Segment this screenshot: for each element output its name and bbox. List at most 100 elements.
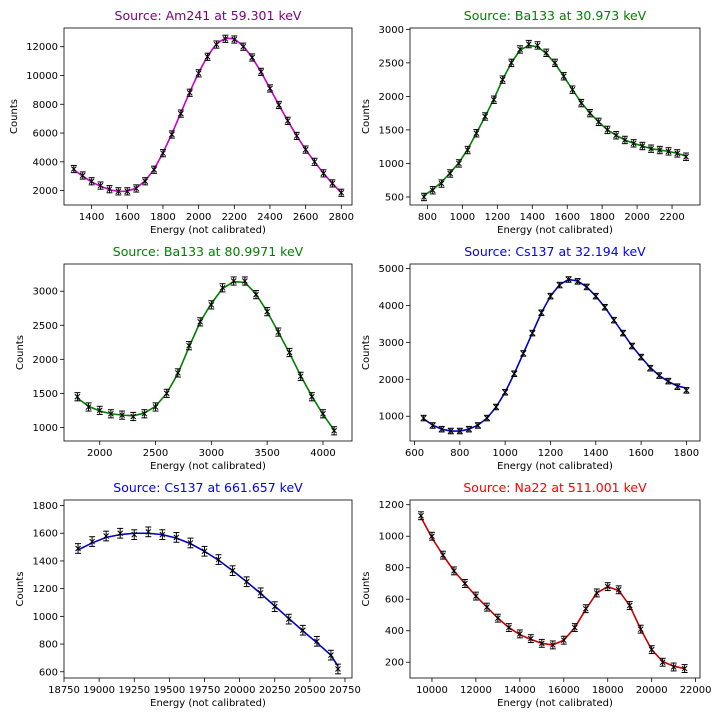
data-point (665, 377, 672, 385)
data-point (439, 550, 446, 560)
data-point (106, 185, 113, 194)
data-point (331, 426, 338, 436)
y-tick-label: 1800 (33, 501, 58, 512)
data-point (637, 624, 644, 634)
data-point (574, 278, 581, 285)
data-point (275, 327, 282, 337)
y-tick-label: 3000 (379, 25, 404, 36)
data-point (592, 292, 599, 300)
data-point (240, 42, 247, 51)
y-tick-label: 800 (385, 563, 404, 574)
y-tick-label: 12000 (26, 42, 58, 53)
data-point (560, 72, 567, 81)
chart-title: Source: Na22 at 511.001 keV (463, 480, 647, 495)
data-point (163, 388, 170, 398)
data-point (213, 40, 220, 49)
x-tick-label: 2200 (659, 212, 684, 223)
data-point (197, 317, 204, 327)
y-tick-label: 200 (385, 658, 404, 669)
x-tick-label: 2200 (222, 212, 247, 223)
data-point (493, 403, 500, 411)
data-point (472, 591, 479, 601)
chart-title: Source: Cs137 at 661.657 keV (113, 480, 303, 495)
data-point (258, 67, 265, 76)
data-point (429, 186, 436, 195)
data-point (656, 145, 663, 155)
data-point (130, 411, 137, 422)
data-point (638, 353, 645, 361)
data-point (529, 329, 536, 337)
data-point (447, 169, 454, 178)
data-point (329, 179, 336, 188)
chart-panel: Source: Am241 at 59.301 keV 1400 1600 1800 2… (9, 8, 354, 236)
data-point (115, 187, 122, 196)
y-tick-label: 1200 (33, 584, 58, 595)
data-point (219, 283, 226, 293)
x-tick-label: 20250 (259, 685, 291, 696)
y-tick-label: 1000 (33, 423, 58, 434)
y-tick-label: 1500 (33, 389, 58, 400)
y-tick-label: 1500 (379, 125, 404, 136)
data-point (490, 95, 497, 104)
plot-area (420, 276, 690, 435)
data-point (549, 640, 556, 650)
x-tick-label: 4000 (310, 448, 335, 459)
data-point (133, 184, 140, 193)
data-point (88, 177, 95, 186)
y-tick-label: 10000 (26, 71, 58, 82)
data-point (327, 649, 334, 661)
data-point (502, 388, 509, 396)
data-point (131, 529, 138, 540)
data-point (586, 108, 593, 118)
data-point (465, 425, 472, 433)
data-point (450, 566, 457, 576)
data-point (516, 629, 523, 639)
chart-title: Source: Cs137 at 32.194 keV (464, 244, 646, 259)
data-point (552, 58, 558, 68)
y-tick-label: 1000 (33, 612, 58, 623)
axes-frame (63, 499, 353, 679)
x-tick-label: 1800 (150, 212, 175, 223)
data-point (74, 392, 81, 402)
x-tick-label: 19250 (118, 685, 150, 696)
data-point (293, 131, 300, 141)
data-point (538, 309, 545, 317)
data-point (683, 152, 690, 161)
data-point (648, 144, 655, 153)
y-tick-label: 8000 (33, 100, 58, 111)
data-point (186, 341, 193, 351)
x-tick-label: 800 (450, 448, 469, 459)
data-point (525, 39, 532, 49)
y-tick-label: 3000 (379, 338, 404, 349)
y-axis-label: Counts (361, 99, 372, 134)
data-point (159, 529, 166, 540)
data-point (186, 88, 193, 97)
data-point (593, 588, 600, 598)
data-point (229, 565, 236, 576)
data-point (338, 188, 345, 197)
data-point (681, 664, 688, 673)
x-tick-label: 19000 (83, 685, 115, 696)
y-tick-label: 5000 (379, 264, 404, 275)
x-tick-label: 2000 (186, 212, 211, 223)
data-point (311, 157, 318, 166)
data-point (659, 657, 666, 667)
data-point (97, 181, 104, 190)
x-tick-label: 1200 (485, 212, 510, 223)
fit-line (77, 532, 339, 667)
data-point (583, 283, 590, 291)
data-point (142, 177, 149, 186)
x-axis-label: Energy (not calibrated) (497, 698, 613, 709)
axes-frame (63, 27, 353, 206)
x-tick-label: 18000 (592, 685, 624, 696)
data-point (578, 98, 585, 108)
fit-line (423, 278, 687, 432)
y-tick-label: 2000 (33, 186, 58, 197)
x-tick-label: 20000 (636, 685, 668, 696)
data-point (582, 604, 589, 614)
data-point (604, 582, 611, 592)
data-point (534, 41, 541, 50)
x-tick-label: 16000 (548, 685, 580, 696)
y-axis-label: Counts (9, 99, 20, 134)
data-point (674, 149, 681, 158)
